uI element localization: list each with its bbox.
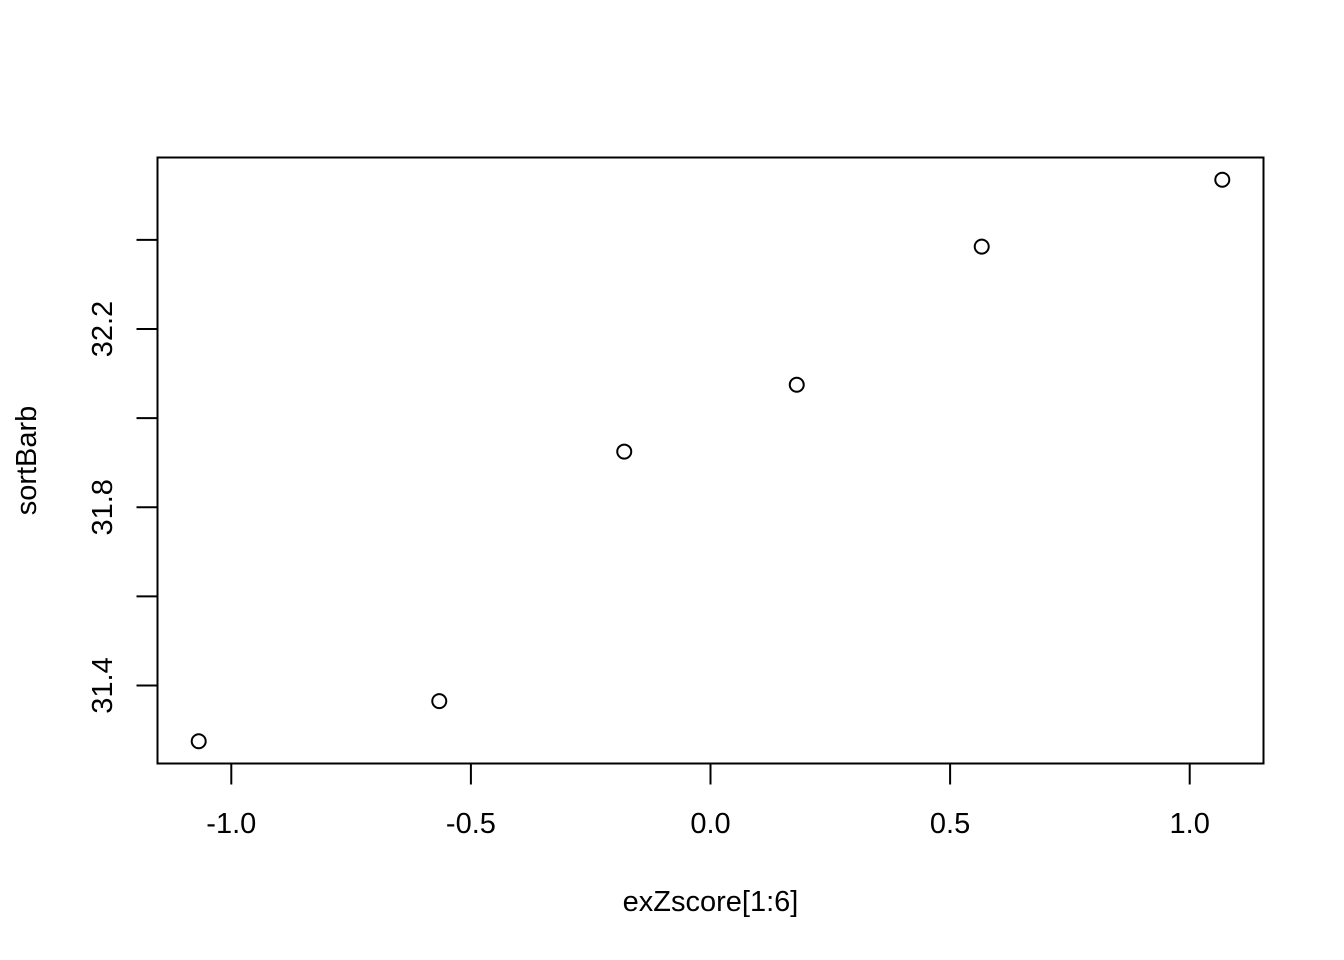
plot-frame [156, 156, 1265, 765]
x-tick-label: 1.0 [1170, 808, 1210, 840]
y-axis-label: sortBarb [11, 406, 43, 516]
x-axis-label: exZscore[1:6] [623, 886, 799, 918]
y-tick-label: 32.2 [87, 301, 119, 357]
data-point [1214, 171, 1231, 188]
x-tick-label: -0.5 [446, 808, 496, 840]
data-point [616, 443, 633, 460]
data-points [190, 171, 1231, 750]
data-point [788, 376, 805, 393]
y-axis: 31.4 31.8 32.2 [87, 238, 159, 714]
x-axis: -1.0 -0.5 0.0 0.5 1.0 [206, 762, 1210, 840]
data-point [431, 693, 448, 710]
y-tick-label: 31.4 [87, 657, 119, 713]
x-tick-label: 0.0 [690, 808, 730, 840]
data-point [190, 733, 207, 750]
y-tick-label: 31.8 [87, 479, 119, 535]
x-tick-label: 0.5 [930, 808, 970, 840]
x-tick-label: -1.0 [206, 808, 256, 840]
data-point [973, 238, 990, 255]
